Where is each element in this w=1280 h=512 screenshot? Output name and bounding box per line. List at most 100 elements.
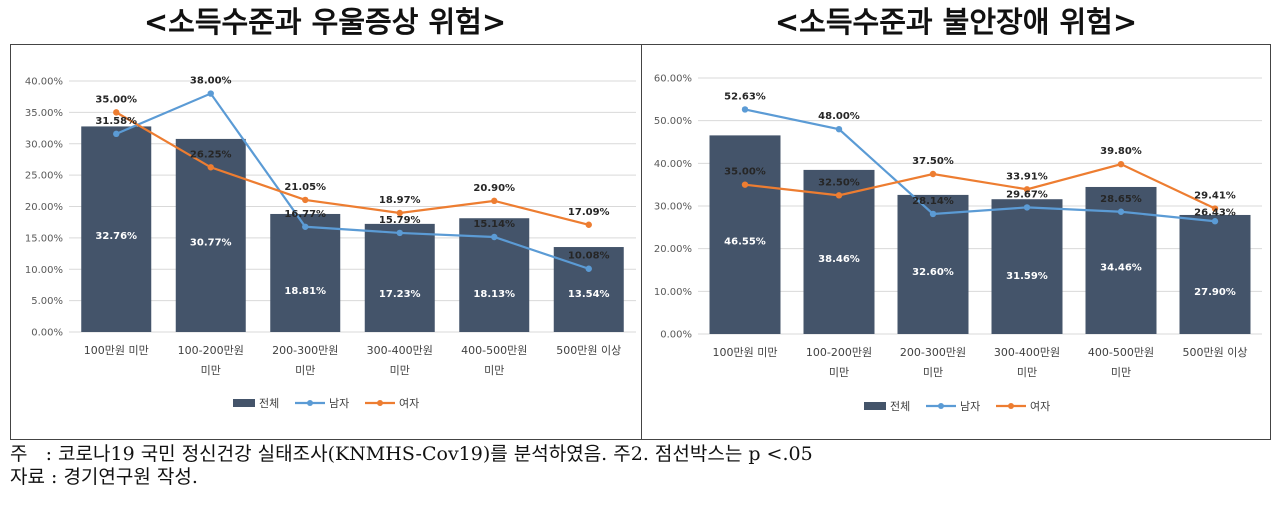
line-female-data-label: 29.41% (1194, 191, 1236, 202)
y-tick-label: 10.00% (654, 287, 692, 298)
legend-marker-female (1008, 403, 1014, 409)
x-category-label: 100-200만원 (806, 346, 872, 359)
line-female-data-label: 32.50% (818, 177, 860, 188)
point-female (1211, 205, 1219, 212)
x-category-label: 200-300만원 (900, 346, 966, 359)
point-male (1023, 204, 1031, 211)
point-female (302, 196, 309, 204)
source-note: 자료 : 경기연구원 작성. (10, 466, 198, 488)
y-tick-label: 40.00% (25, 77, 63, 88)
line-male (744, 108, 1216, 223)
x-category-label: 미만 (295, 364, 315, 377)
legend-swatch-total (233, 399, 255, 407)
bar-total (81, 126, 152, 332)
bar-data-label: 27.90% (1194, 287, 1236, 298)
bar-data-label: 17.23% (379, 289, 421, 300)
legend-label-total: 전체 (890, 400, 910, 413)
line-female-data-label: 35.00% (95, 94, 137, 105)
bar-total (175, 138, 246, 332)
bar-total (709, 135, 781, 334)
x-category-label: 미만 (1017, 366, 1037, 379)
line-female-data-label: 35.00% (724, 167, 766, 178)
point-male (1211, 218, 1219, 225)
y-tick-label: 40.00% (654, 159, 692, 170)
x-category-label: 미만 (923, 366, 943, 379)
bar-data-label: 31.59% (1006, 271, 1048, 282)
line-female (744, 163, 1216, 210)
bar-total (991, 199, 1063, 334)
chart-panel-anxiety: 0.00% 10.00% 20.00% 30.00% 40.00% 50.00% 60.00… (641, 44, 1271, 440)
bar-total (1179, 214, 1251, 334)
footnote: 주 : 코로나19 국민 정신건강 실태조사(KNMHS-Cov19)를 분석하… (10, 443, 813, 465)
point-female (585, 221, 592, 228)
bar-data-label: 13.54% (568, 289, 610, 300)
point-male (1117, 208, 1125, 215)
line-male-data-label: 28.14% (912, 196, 954, 207)
bar-total (270, 213, 341, 332)
y-tick-label: 30.00% (654, 202, 692, 213)
y-tick-label: 5.00% (31, 296, 63, 307)
line-male-data-label: 29.67% (1006, 189, 1048, 200)
legend-swatch-total (864, 402, 886, 410)
x-category-label: 400-500만원 (1088, 346, 1154, 359)
x-category-label: 100만원 미만 (84, 344, 149, 357)
line-male-data-label: 15.79% (379, 215, 421, 226)
point-female (113, 109, 120, 116)
line-female (115, 111, 590, 226)
x-category-label: 300-400만원 (367, 344, 433, 357)
line-male-data-label: 10.08% (568, 251, 610, 262)
point-female (835, 192, 843, 199)
point-male (585, 265, 592, 272)
x-category-label: 미만 (484, 364, 504, 377)
x-category-label: 400-500만원 (461, 344, 527, 357)
y-tick-label: 30.00% (25, 139, 63, 150)
x-category-label: 200-300만원 (272, 344, 338, 357)
chart-panel-depression: 0.00% 5.00% 10.00% 15.00% 20.00% 25.00% 30.00%… (10, 44, 642, 440)
legend-label-male: 남자 (329, 397, 349, 410)
bar-data-label: 18.13% (473, 289, 515, 300)
line-female-data-label: 20.90% (473, 183, 515, 194)
line-female-data-label: 17.09% (568, 207, 610, 218)
y-tick-label: 60.00% (654, 74, 692, 85)
line-male-data-label: 26.43% (1194, 208, 1236, 219)
line-male (115, 92, 590, 270)
y-tick-label: 50.00% (654, 116, 692, 127)
point-female (396, 209, 403, 217)
line-male-data-label: 48.00% (818, 111, 860, 122)
point-male (113, 130, 120, 138)
point-female (1117, 160, 1125, 168)
line-female-data-label: 26.25% (190, 149, 232, 160)
line-male-data-label: 52.63% (724, 91, 766, 102)
legend-label-female: 여자 (399, 397, 419, 410)
chart-depression: 0.00% 5.00% 10.00% 15.00% 20.00% 25.00% 30.00%… (25, 76, 636, 410)
y-tick-label: 0.00% (660, 330, 692, 341)
point-female (929, 170, 937, 178)
y-tick-label: 10.00% (25, 265, 63, 276)
line-female-data-label: 21.05% (284, 182, 326, 193)
legend-label-total: 전체 (259, 397, 279, 410)
chart-title-anxiety: <소득수준과 불안장애 위험> (774, 5, 1138, 39)
x-category-label: 미만 (1111, 366, 1131, 379)
legend-marker-male (938, 403, 944, 409)
legend-marker-male (307, 400, 313, 406)
point-female (741, 181, 749, 188)
x-category-label: 500만원 이상 (556, 344, 621, 357)
x-category-label: 500만원 이상 (1183, 346, 1248, 359)
bar-data-label: 34.46% (1100, 262, 1142, 273)
point-female (1023, 186, 1031, 193)
bar-data-label: 30.77% (190, 237, 232, 248)
line-male-data-label: 28.65% (1100, 194, 1142, 205)
x-category-label: 미만 (201, 364, 221, 377)
x-category-label: 100만원 미만 (713, 346, 778, 359)
point-female (491, 197, 498, 205)
point-male (929, 210, 937, 218)
bar-data-label: 38.46% (818, 254, 860, 265)
chart-anxiety: 0.00% 10.00% 20.00% 30.00% 40.00% 50.00% 60.00… (654, 74, 1262, 413)
y-tick-label: 35.00% (25, 108, 63, 119)
line-female-data-label: 39.80% (1100, 146, 1142, 157)
y-tick-label: 25.00% (25, 171, 63, 182)
line-male-data-label: 31.58% (95, 116, 137, 127)
line-female-data-label: 33.91% (1006, 171, 1048, 182)
bar-data-label: 32.76% (95, 231, 137, 242)
y-tick-label: 20.00% (25, 202, 63, 213)
